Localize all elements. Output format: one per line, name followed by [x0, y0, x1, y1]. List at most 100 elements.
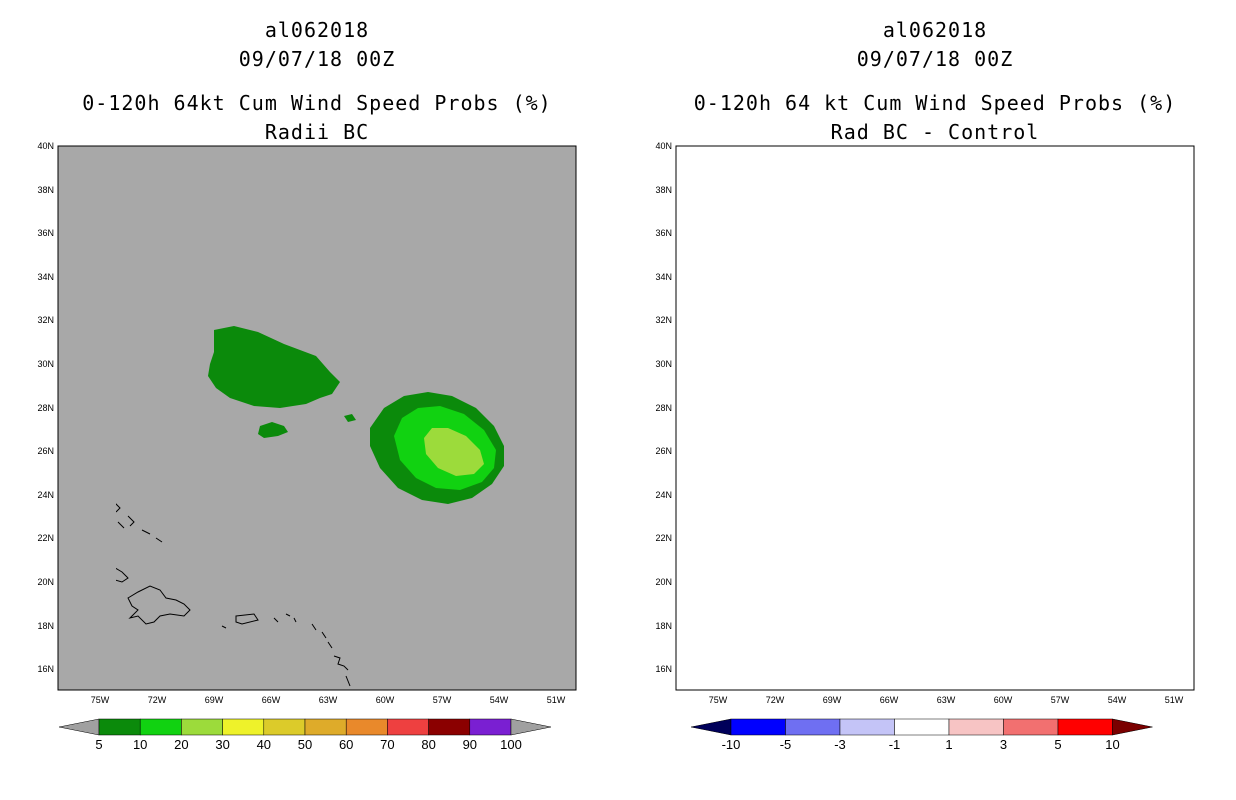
left-prob-5-region-speck: [344, 414, 356, 422]
right-map-frame: [675, 145, 1195, 691]
right-colorbar-arrow-low: [690, 718, 732, 736]
right-colorbar-segment: [1057, 718, 1113, 736]
left-colorbar-segment: [222, 718, 265, 736]
left-colorbar-segment: [98, 718, 141, 736]
left-colorbar-label: 50: [298, 737, 312, 752]
left-colorbar-label: 5: [95, 737, 102, 752]
left-lon-label: 69W: [205, 695, 224, 705]
left-colorbar-label: 10: [133, 737, 147, 752]
left-lat-label: 30N: [37, 359, 54, 369]
right-lon-label: 75W: [709, 695, 728, 705]
right-lon-label: 54W: [1108, 695, 1127, 705]
left-colorbar-segment: [139, 718, 182, 736]
left-prob-5-region-small: [258, 422, 288, 438]
right-lon-label: 60W: [994, 695, 1013, 705]
left-title-run: Radii BC: [264, 120, 370, 144]
right-colorbar-segment: [948, 718, 1004, 736]
left-lat-label: 24N: [37, 490, 54, 500]
right-colorbar-label: -1: [889, 737, 901, 752]
right-lat-label: 26N: [655, 446, 672, 456]
left-lat-label: 26N: [37, 446, 54, 456]
right-colorbar-segment: [785, 718, 841, 736]
left-colorbar-segment: [428, 718, 471, 736]
right-colorbar-label: 1: [945, 737, 952, 752]
left-title-date: 09/07/18 00Z: [238, 47, 396, 71]
left-lat-label: 22N: [37, 533, 54, 543]
right-lon-label: 63W: [937, 695, 956, 705]
right-lat-label: 20N: [655, 577, 672, 587]
left-colorbar-segment: [345, 718, 388, 736]
right-lat-label: 38N: [655, 185, 672, 195]
left-prob-5-region-west: [208, 326, 340, 408]
right-lat-label: 22N: [655, 533, 672, 543]
left-lat-label: 34N: [37, 272, 54, 282]
left-lon-label: 63W: [319, 695, 338, 705]
left-lon-label: 60W: [376, 695, 395, 705]
right-lat-label: 28N: [655, 403, 672, 413]
right-lon-label: 72W: [766, 695, 785, 705]
left-colorbar-segment: [469, 718, 512, 736]
right-lat-label: 34N: [655, 272, 672, 282]
left-lat-label: 28N: [37, 403, 54, 413]
right-colorbar-label: -5: [780, 737, 792, 752]
left-lat-label: 38N: [37, 185, 54, 195]
right-lat-label: 32N: [655, 315, 672, 325]
right-title-run: Rad BC - Control: [830, 120, 1040, 144]
right-map-background: [676, 146, 1194, 690]
left-map-background: [58, 146, 576, 690]
right-lat-label: 36N: [655, 228, 672, 238]
right-colorbar-label: -3: [834, 737, 846, 752]
right-colorbar-label: -10: [722, 737, 741, 752]
left-lon-label: 75W: [91, 695, 110, 705]
right-title-date: 09/07/18 00Z: [856, 47, 1014, 71]
left-colorbar-label: 60: [339, 737, 353, 752]
right-colorbar-label: 10: [1105, 737, 1119, 752]
right-colorbar-arrow-high: [1112, 718, 1153, 736]
right-colorbar: -10 -5 -3 -1 1 3 5 10: [690, 718, 1153, 752]
left-colorbar: 5 10 20 30 40 50 60 70 80 90 100: [58, 718, 552, 752]
left-lat-label: 16N: [37, 664, 54, 674]
left-colorbar-label: 90: [463, 737, 477, 752]
right-colorbar-segment: [730, 718, 786, 736]
left-colorbar-label: 30: [215, 737, 229, 752]
left-lon-label: 57W: [433, 695, 452, 705]
left-colorbar-label: 40: [257, 737, 271, 752]
right-lon-label: 66W: [880, 695, 899, 705]
right-lat-label: 18N: [655, 621, 672, 631]
left-map: [57, 145, 577, 691]
left-colorbar-label: 100: [500, 737, 522, 752]
left-colorbar-segment: [181, 718, 223, 736]
left-title-product: 0-120h 64kt Cum Wind Speed Probs (%): [82, 91, 552, 115]
left-colorbar-label: 80: [421, 737, 435, 752]
left-colorbar-arrow-high: [510, 718, 552, 736]
right-colorbar-label: 5: [1054, 737, 1061, 752]
right-lat-label: 24N: [655, 490, 672, 500]
left-lat-label: 18N: [37, 621, 54, 631]
left-lat-label: 20N: [37, 577, 54, 587]
left-lon-label: 66W: [262, 695, 281, 705]
right-lat-label: 40N: [655, 141, 672, 151]
left-colorbar-segment: [304, 718, 347, 736]
left-colorbar-segment: [387, 718, 429, 736]
right-title-storm: al062018: [882, 18, 988, 42]
right-lat-label: 16N: [655, 664, 672, 674]
right-colorbar-segment: [839, 718, 895, 736]
left-lon-label: 51W: [547, 695, 566, 705]
left-colorbar-label: 20: [174, 737, 188, 752]
right-lon-label: 57W: [1051, 695, 1070, 705]
left-colorbar-segment: [263, 718, 306, 736]
left-lon-label: 54W: [490, 695, 509, 705]
right-colorbar-segment: [1003, 718, 1059, 736]
left-prob-20-region: [424, 428, 484, 476]
right-lon-label: 69W: [823, 695, 842, 705]
left-colorbar-arrow-low: [58, 718, 100, 736]
right-map: [675, 145, 1195, 691]
right-title-product: 0-120h 64 kt Cum Wind Speed Probs (%): [693, 91, 1177, 115]
left-colorbar-label: 70: [380, 737, 394, 752]
left-lat-label: 40N: [37, 141, 54, 151]
left-lon-label: 72W: [148, 695, 167, 705]
right-lat-label: 30N: [655, 359, 672, 369]
right-lon-label: 51W: [1165, 695, 1184, 705]
left-map-frame: [57, 145, 577, 691]
right-colorbar-label: 3: [1000, 737, 1007, 752]
